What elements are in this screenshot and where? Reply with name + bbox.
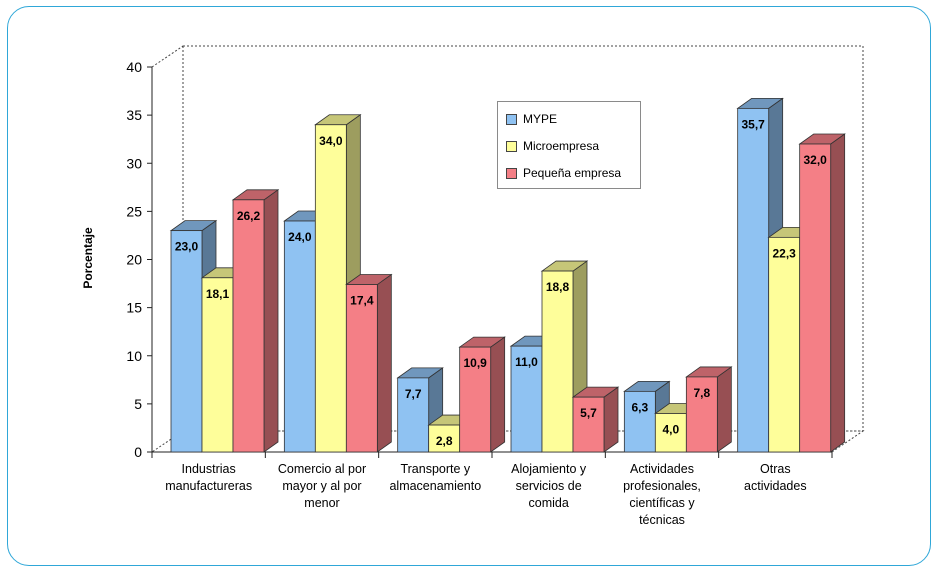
bar (428, 424, 461, 453)
legend-label-pequena-empresa: Pequeña empresa (523, 166, 622, 180)
data-label: 34,0 (319, 134, 343, 148)
y-tick-label: 15 (126, 300, 142, 316)
bar (799, 143, 832, 453)
data-label: 26,2 (237, 209, 261, 223)
data-label: 4,0 (662, 423, 679, 437)
legend-swatch-mype (506, 114, 517, 125)
y-tick-label: 20 (126, 252, 142, 268)
data-label: 23,0 (175, 240, 199, 254)
x-tick-label-line: Transporte y (400, 462, 471, 476)
x-tick-label: Transporte y almacenamiento (379, 461, 491, 495)
x-tick-label-line: comida (528, 496, 569, 510)
legend: MYPE Microempresa Pequeña empresa (497, 101, 641, 189)
y-tick-label: 5 (134, 396, 142, 412)
data-label: 18,8 (546, 280, 570, 294)
bar-chart: 0 5 10 15 20 25 30 35 40 23,0 18,1 26,2 24,0 34,0 17,4… (126, 45, 865, 460)
bar-side (490, 336, 506, 453)
data-label: 11,0 (515, 355, 538, 369)
bar (768, 236, 801, 453)
data-label: 18,1 (206, 287, 230, 301)
bar (170, 230, 203, 453)
bar (737, 107, 770, 453)
data-label: 24,0 (288, 230, 312, 244)
y-tick-label: 10 (126, 348, 142, 364)
x-tick-label-line: profesionales, (623, 479, 701, 493)
x-tick-label-line: mayor y al por (282, 479, 362, 493)
y-tick-label: 0 (134, 444, 142, 460)
x-tick-label-line: científicas y (629, 496, 695, 510)
bar (572, 396, 605, 453)
data-label: 32,0 (803, 153, 827, 167)
data-label: 7,8 (693, 386, 710, 400)
bar (397, 377, 430, 453)
data-label: 17,4 (350, 294, 374, 308)
x-tick-label-line: Comercio al por (277, 462, 367, 476)
bar-side (830, 133, 846, 453)
x-tick-label-line: Industrias (181, 462, 236, 476)
y-tick-label: 25 (126, 203, 142, 219)
data-label: 2,8 (436, 434, 453, 448)
bar (232, 199, 265, 453)
bar-side (263, 189, 279, 453)
data-label: 22,3 (772, 246, 796, 260)
bar-side (603, 386, 619, 453)
bar (685, 376, 718, 453)
y-tick-label: 40 (126, 59, 142, 75)
x-tick-label: Comercio al por mayor y al por menor (266, 461, 378, 512)
x-tick-label-line: Actividades (630, 462, 694, 476)
x-tick-label: Industrias manufactureras (153, 461, 265, 495)
x-tick-label-line: técnicas (639, 513, 685, 527)
x-tick-label: Actividades profesionales, científicas y té… (606, 461, 718, 529)
x-tick-label-line: Otras (760, 462, 791, 476)
x-tick-label-line: manufactureras (165, 479, 253, 493)
y-axis-title: Porcentaje (81, 227, 95, 289)
x-tick-label-line: menor (304, 496, 340, 510)
y-tick-label: 35 (126, 107, 142, 123)
legend-label-mype: MYPE (523, 112, 558, 126)
y-tick-label: 30 (126, 155, 142, 171)
x-tick-label: Otras actividades (719, 461, 831, 495)
data-label: 5,7 (580, 406, 597, 420)
bar (459, 346, 492, 453)
data-label: 10,9 (463, 356, 487, 370)
bar (283, 220, 316, 453)
bar (510, 345, 543, 453)
x-tick-label: Alojamiento y servicios de comida (493, 461, 605, 512)
data-label: 7,7 (405, 387, 422, 401)
side-wall-top (151, 45, 184, 68)
bar (201, 277, 234, 453)
bar-side (716, 366, 732, 453)
bar (314, 124, 347, 453)
bar (345, 284, 378, 453)
legend-swatch-pequena-empresa (506, 168, 517, 179)
bar-side (376, 273, 392, 453)
x-tick-label-line: servicios de (515, 479, 582, 493)
bar (623, 390, 656, 453)
data-label: 35,7 (741, 117, 765, 131)
x-tick-label-line: actividades (744, 479, 807, 493)
bar (654, 413, 687, 453)
x-tick-label-line: Alojamiento y (511, 462, 587, 476)
legend-label-microempresa: Microempresa (523, 139, 600, 153)
data-label: 6,3 (631, 400, 648, 414)
x-tick-label-line: almacenamiento (389, 479, 482, 493)
bar (541, 270, 574, 453)
legend-swatch-microempresa (506, 141, 517, 152)
